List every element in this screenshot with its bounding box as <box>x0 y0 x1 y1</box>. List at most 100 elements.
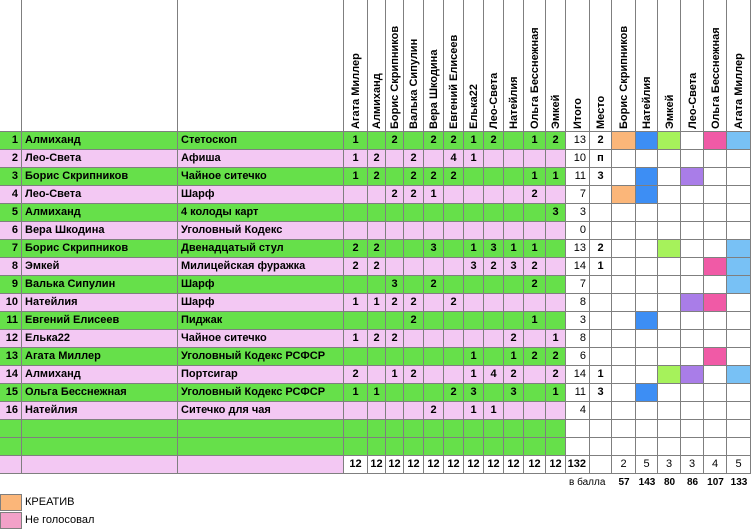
vote-cell[interactable]: 2 <box>524 276 546 294</box>
empty-cell[interactable] <box>612 438 636 456</box>
vote-cell[interactable] <box>404 258 424 276</box>
author-name-cell[interactable]: Алмиханд <box>22 204 178 222</box>
empty-cell[interactable] <box>658 420 681 438</box>
vote-column-header[interactable]: Валька Сипулин <box>404 0 424 132</box>
nomination-cell[interactable] <box>681 132 704 150</box>
vote-cell[interactable] <box>444 348 464 366</box>
nomination-cell[interactable] <box>681 150 704 168</box>
total-cell[interactable]: 13 <box>566 132 590 150</box>
vote-cell[interactable] <box>546 402 566 420</box>
item-name-cell[interactable]: Двенадцатый стул <box>178 240 344 258</box>
vote-cell[interactable]: 2 <box>524 186 546 204</box>
place-cell[interactable]: 1 <box>590 366 612 384</box>
nomination-cell[interactable] <box>612 186 636 204</box>
vote-column-header[interactable]: Лео-Света <box>484 0 504 132</box>
vote-cell[interactable] <box>444 186 464 204</box>
vote-cell[interactable] <box>524 384 546 402</box>
author-name-cell[interactable]: Алмиханд <box>22 132 178 150</box>
vote-cell[interactable] <box>524 330 546 348</box>
row-number-cell[interactable]: 2 <box>0 150 22 168</box>
empty-cell[interactable] <box>727 438 751 456</box>
vote-cell[interactable] <box>368 222 386 240</box>
nomination-cell[interactable] <box>681 204 704 222</box>
nomination-cell[interactable] <box>612 330 636 348</box>
nomination-cell[interactable] <box>704 312 727 330</box>
vote-cell[interactable]: 1 <box>344 384 368 402</box>
vote-cell[interactable]: 1 <box>504 348 524 366</box>
nomination-cell[interactable] <box>612 402 636 420</box>
vote-cell[interactable] <box>524 294 546 312</box>
vote-cell[interactable] <box>484 186 504 204</box>
nomination-cell[interactable] <box>727 150 751 168</box>
place-cell[interactable]: 1 <box>590 258 612 276</box>
sum-vote-cell[interactable]: 12 <box>444 456 464 474</box>
item-name-cell[interactable]: Уголовный Кодекс <box>178 222 344 240</box>
vote-cell[interactable]: 2 <box>424 402 444 420</box>
nomination-cell[interactable] <box>658 186 681 204</box>
vote-cell[interactable]: 1 <box>344 294 368 312</box>
vote-cell[interactable]: 2 <box>524 348 546 366</box>
nomination-cell[interactable] <box>612 204 636 222</box>
nomination-cell[interactable] <box>636 222 658 240</box>
vote-cell[interactable]: 2 <box>424 276 444 294</box>
vote-cell[interactable] <box>484 348 504 366</box>
total-cell[interactable]: 6 <box>566 348 590 366</box>
vote-cell[interactable] <box>464 222 484 240</box>
place-cell[interactable] <box>590 276 612 294</box>
nomination-cell[interactable] <box>658 132 681 150</box>
vote-column-header[interactable]: Алмиханд <box>368 0 386 132</box>
item-name-cell[interactable]: Уголовный Кодекс РСФСР <box>178 384 344 402</box>
vote-cell[interactable]: 1 <box>464 132 484 150</box>
sum-nomination-cell[interactable]: 3 <box>681 456 704 474</box>
nomination-cell[interactable] <box>681 186 704 204</box>
vote-cell[interactable] <box>424 312 444 330</box>
vote-cell[interactable] <box>504 294 524 312</box>
item-name-cell[interactable]: Милицейская фуражка <box>178 258 344 276</box>
total-cell[interactable]: 8 <box>566 294 590 312</box>
nomination-cell[interactable] <box>658 222 681 240</box>
nomination-cell[interactable] <box>681 366 704 384</box>
nomination-cell[interactable] <box>612 258 636 276</box>
nomination-cell[interactable] <box>704 294 727 312</box>
vote-cell[interactable] <box>464 294 484 312</box>
empty-cell[interactable] <box>368 438 386 456</box>
vote-cell[interactable] <box>404 204 424 222</box>
vote-cell[interactable] <box>484 204 504 222</box>
total-cell[interactable]: 13 <box>566 240 590 258</box>
row-number-cell[interactable]: 3 <box>0 168 22 186</box>
vote-cell[interactable]: 2 <box>344 240 368 258</box>
vote-cell[interactable] <box>424 222 444 240</box>
nomination-cell[interactable] <box>658 312 681 330</box>
vote-cell[interactable] <box>368 276 386 294</box>
vote-cell[interactable] <box>344 186 368 204</box>
nomination-cell[interactable] <box>612 132 636 150</box>
vote-cell[interactable] <box>546 294 566 312</box>
vote-cell[interactable] <box>424 258 444 276</box>
vote-cell[interactable]: 2 <box>368 258 386 276</box>
total-cell[interactable]: 0 <box>566 222 590 240</box>
row-number-cell[interactable]: 11 <box>0 312 22 330</box>
vote-cell[interactable] <box>368 312 386 330</box>
vote-cell[interactable] <box>424 294 444 312</box>
vote-column-header[interactable]: Натейлия <box>504 0 524 132</box>
nomination-cell[interactable] <box>727 384 751 402</box>
vote-cell[interactable] <box>464 204 484 222</box>
sum-vote-cell[interactable]: 12 <box>404 456 424 474</box>
nomination-cell[interactable] <box>636 204 658 222</box>
item-name-cell[interactable]: Ситечко для чая <box>178 402 344 420</box>
nomination-cell[interactable] <box>636 402 658 420</box>
vote-cell[interactable] <box>444 276 464 294</box>
vote-cell[interactable] <box>464 276 484 294</box>
vote-cell[interactable] <box>344 348 368 366</box>
sum-vote-cell[interactable]: 12 <box>368 456 386 474</box>
vote-cell[interactable] <box>504 168 524 186</box>
vote-cell[interactable]: 3 <box>464 258 484 276</box>
nomination-cell[interactable] <box>704 222 727 240</box>
vote-cell[interactable] <box>404 330 424 348</box>
empty-cell[interactable] <box>636 420 658 438</box>
total-cell[interactable]: 11 <box>566 168 590 186</box>
empty-cell[interactable] <box>546 438 566 456</box>
vote-cell[interactable] <box>424 204 444 222</box>
vote-cell[interactable] <box>368 132 386 150</box>
vote-cell[interactable]: 1 <box>546 384 566 402</box>
